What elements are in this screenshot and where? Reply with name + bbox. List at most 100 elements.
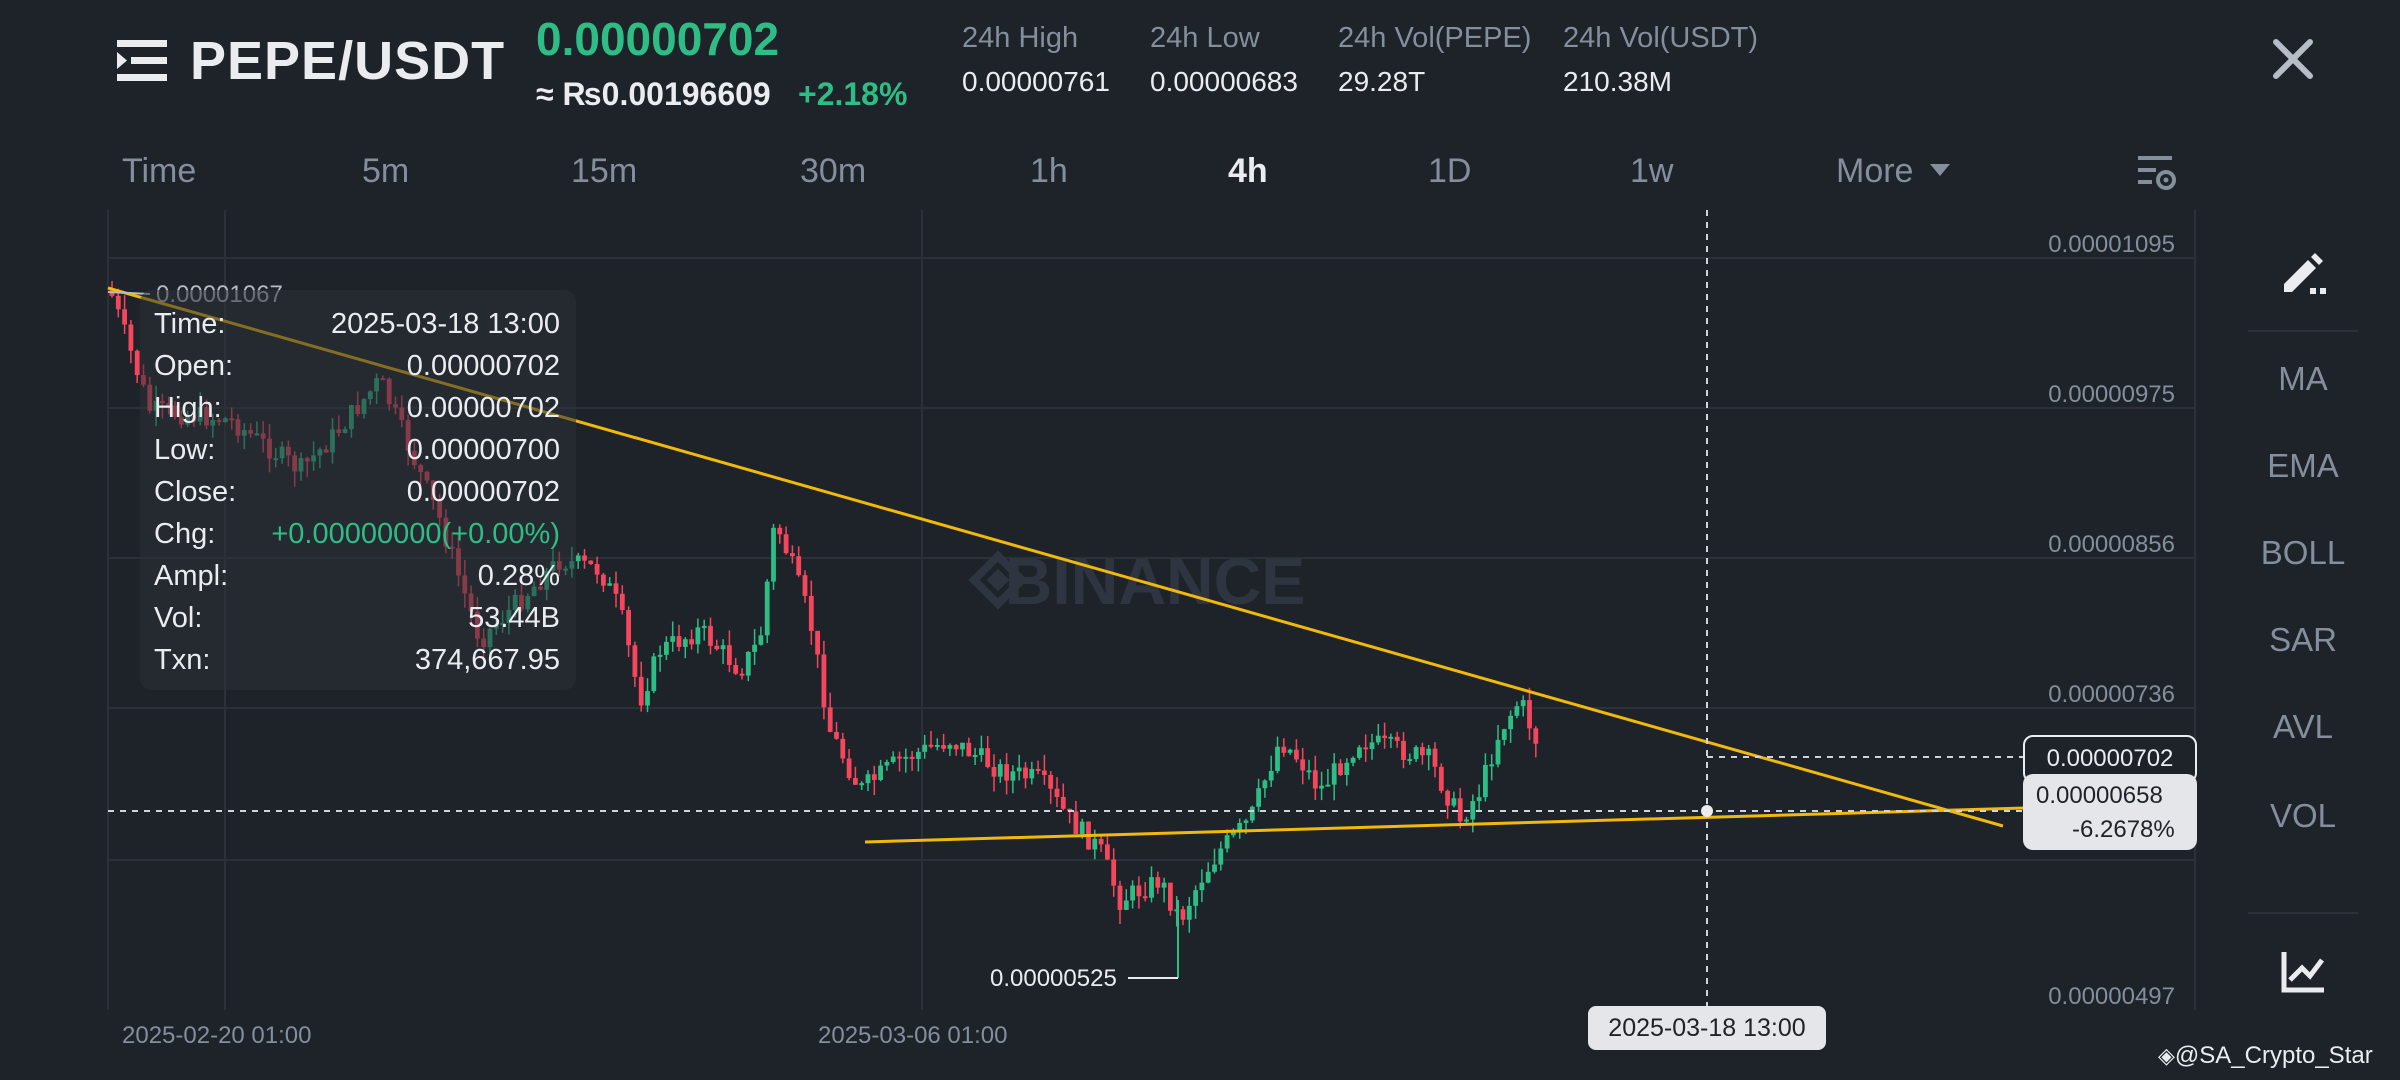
ascending-support-line[interactable] — [864, 801, 2196, 844]
candle-body — [1142, 896, 1148, 899]
tooltip-value: 374,667.95 — [414, 644, 560, 676]
candle-body — [777, 527, 783, 535]
diamond-icon: ◈ — [2158, 1043, 2175, 1068]
tab-5m[interactable]: 5m — [362, 152, 410, 190]
indicator-avl[interactable]: AVL — [2273, 708, 2333, 745]
candle-body — [916, 751, 921, 759]
candle-body — [689, 639, 694, 645]
tab-4h[interactable]: 4h — [1228, 152, 1268, 190]
candle-body — [1300, 759, 1306, 771]
tab-15m[interactable]: 15m — [571, 152, 638, 190]
indicator-vol[interactable]: VOL — [2269, 797, 2337, 834]
candle-body — [985, 748, 991, 768]
candle-body — [1394, 736, 1400, 741]
candle-body — [1325, 784, 1331, 787]
candle-body — [771, 527, 776, 582]
tooltip-value: 0.00000702 — [406, 350, 560, 382]
x-axis-label: 2025-03-06 01:00 — [818, 1022, 1008, 1049]
indicator-sar[interactable]: SAR — [2269, 621, 2337, 658]
candle-body — [1212, 864, 1217, 872]
tab-time[interactable]: Time — [122, 152, 197, 190]
tab-1w[interactable]: 1w — [1630, 152, 1674, 190]
trend-chart-icon[interactable] — [2280, 948, 2326, 994]
candle-body — [1174, 909, 1180, 912]
candle-body — [934, 745, 940, 748]
candle-body — [134, 350, 140, 376]
candle-body — [733, 664, 739, 674]
stat-label-24h-high: 24h High — [962, 22, 1079, 54]
candle-body — [941, 745, 946, 749]
tab-30m[interactable]: 30m — [800, 152, 867, 190]
candle-body — [1527, 700, 1532, 729]
candle-body — [682, 639, 688, 647]
tooltip-label: Vol: — [154, 602, 203, 634]
tab-1h[interactable]: 1h — [1030, 152, 1068, 190]
pair-title[interactable]: PEPE/USDT — [190, 31, 506, 91]
candle-body — [903, 756, 909, 759]
candle-body — [1193, 890, 1198, 906]
candle-body — [878, 765, 883, 780]
candle-body — [670, 636, 676, 642]
candle-body — [846, 758, 852, 779]
candle-body — [853, 778, 858, 785]
candle-body — [1508, 715, 1513, 730]
candle-body — [1470, 801, 1476, 820]
candle-body — [840, 738, 846, 759]
tooltip-label: High: — [154, 392, 222, 424]
candle-body — [619, 593, 625, 610]
toolbar-divider — [2248, 330, 2358, 332]
candle-body — [664, 641, 669, 655]
candle-body — [953, 745, 959, 750]
candle-body — [1275, 746, 1280, 771]
candle-body — [645, 691, 650, 706]
candle-body — [1035, 768, 1041, 771]
candle-body — [1073, 811, 1079, 835]
candle-body — [1231, 830, 1236, 836]
candle-body — [1149, 877, 1154, 898]
candle-body — [865, 774, 871, 784]
tab-more[interactable]: More — [1836, 152, 1914, 190]
candle-body — [607, 583, 613, 586]
candle-body — [739, 673, 745, 676]
indicator-boll[interactable]: BOLL — [2260, 534, 2346, 571]
caret-down-icon[interactable] — [1928, 162, 1952, 178]
candle-body — [859, 783, 865, 786]
close-icon[interactable] — [2268, 34, 2318, 84]
indicator-ema[interactable]: EMA — [2267, 447, 2339, 484]
tooltip-label: Ampl: — [154, 560, 229, 592]
candle-body — [638, 676, 644, 706]
candle-body — [790, 553, 795, 557]
candle-body — [827, 707, 833, 732]
crosshair-time-badge: 2025-03-18 13:00 — [1588, 1006, 1826, 1050]
crosshair-point — [1701, 805, 1713, 817]
tooltip-value: 0.00000702 — [406, 392, 560, 424]
price-inr: ≈ ₨0.00196609 — [536, 76, 771, 112]
candle-body — [1224, 835, 1230, 849]
tooltip-value: 0.00000700 — [406, 434, 560, 466]
candle-body — [1476, 797, 1482, 802]
candle-body — [1123, 900, 1129, 910]
min-price-label: 0.00000525 — [990, 965, 1117, 992]
chart-settings-icon[interactable] — [2134, 152, 2178, 194]
candle-body — [1483, 764, 1488, 798]
menu-icon[interactable] — [117, 38, 169, 84]
tab-1d[interactable]: 1D — [1428, 152, 1472, 190]
candle-body — [1464, 819, 1469, 822]
candle-body — [1168, 882, 1173, 911]
indicator-ma[interactable]: MA — [2278, 360, 2328, 397]
candle-body — [764, 581, 770, 636]
candle-body — [676, 636, 682, 647]
candle-body — [1016, 767, 1022, 772]
crosshair-price: 0.00000658 — [2036, 782, 2163, 809]
y-axis-label: 0.00000856 — [2048, 531, 2175, 558]
y-axis-label: 0.00001095 — [2048, 231, 2175, 258]
candle-body — [897, 756, 902, 759]
candle-body — [1218, 848, 1224, 865]
candle-body — [1029, 768, 1035, 779]
tooltip-label: Open: — [154, 350, 233, 382]
candle-body — [588, 560, 594, 564]
tooltip-label: Time: — [154, 308, 226, 340]
x-axis-label: 2025-02-20 01:00 — [122, 1022, 312, 1049]
draw-icon[interactable] — [2278, 246, 2328, 296]
candle-body — [1111, 859, 1117, 886]
